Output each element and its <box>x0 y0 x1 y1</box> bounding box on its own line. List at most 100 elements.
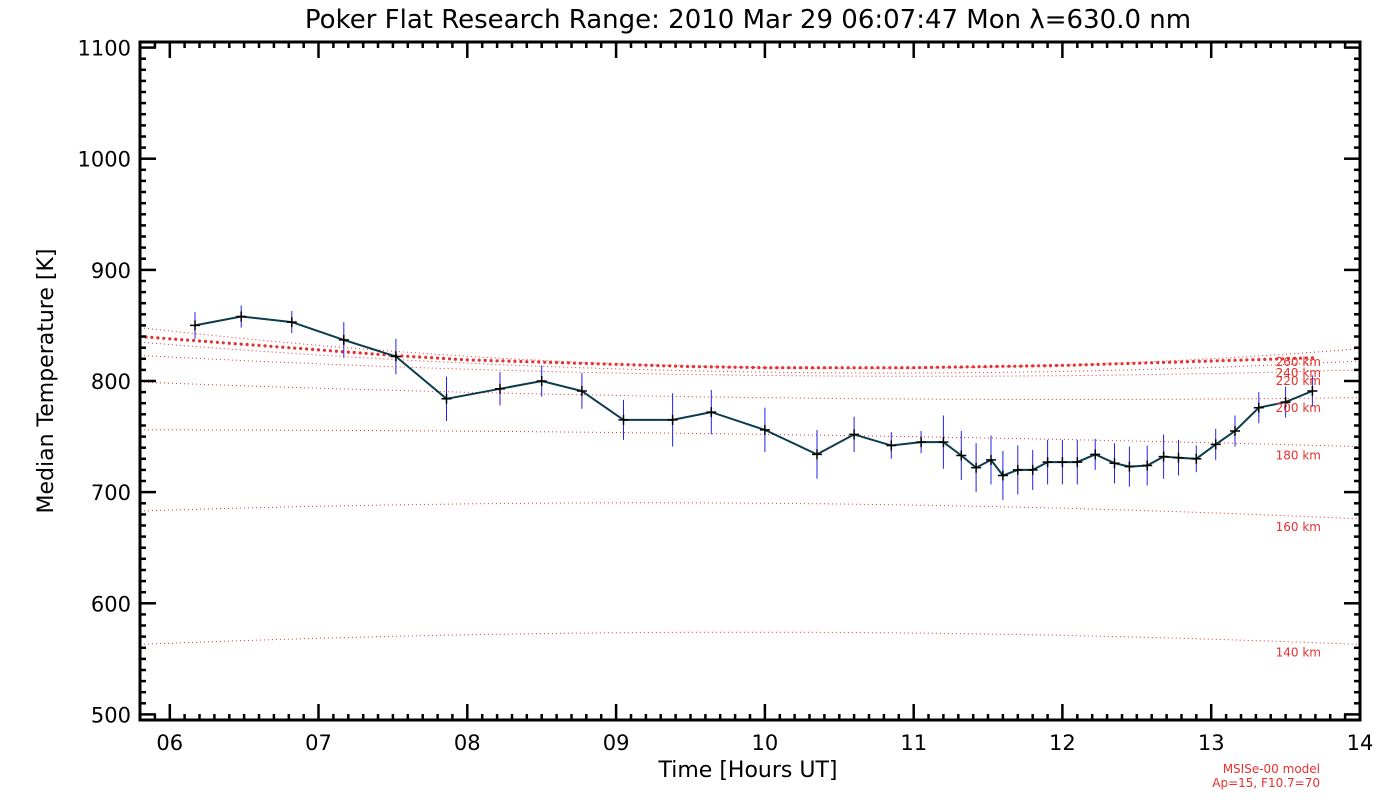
model-curve-label: 160 km <box>1276 520 1321 534</box>
model-main-point <box>674 364 678 368</box>
model-main-point <box>650 363 654 367</box>
model-main-point <box>1227 358 1231 363</box>
model-main-point <box>1031 364 1035 368</box>
model-main-point <box>1054 363 1059 368</box>
model-main-point <box>263 344 267 348</box>
model-main-point <box>537 360 541 364</box>
model-main-point <box>168 337 172 341</box>
model-main-point <box>918 366 922 370</box>
model-main-point <box>1156 361 1160 365</box>
model-main-point <box>1138 361 1142 365</box>
model-main-point <box>281 345 285 349</box>
model-main-point <box>495 359 499 363</box>
model-main-point <box>221 341 225 345</box>
model-main-point <box>555 360 559 365</box>
model-main-point <box>864 366 868 370</box>
model-main-point <box>1037 364 1041 368</box>
model-main-point <box>305 347 309 351</box>
model-main-point <box>1185 360 1189 364</box>
model-main-point <box>1078 363 1082 367</box>
model-main-point <box>924 365 928 370</box>
x-tick-label: 07 <box>305 731 332 755</box>
model-main-point <box>233 342 237 346</box>
model-main-point <box>1025 364 1029 368</box>
model-main-point <box>525 360 529 364</box>
y-tick-label: 1100 <box>78 37 131 61</box>
model-main-point <box>804 366 809 370</box>
model-main-point <box>1298 356 1303 360</box>
model-curve-160km <box>140 502 1360 520</box>
model-main-point <box>697 365 702 369</box>
model-curve-label: 140 km <box>1276 646 1321 660</box>
model-main-point <box>1120 362 1124 366</box>
model-main-point <box>626 363 630 367</box>
model-main-point <box>328 349 332 353</box>
model-main-point <box>441 356 446 361</box>
model-main-point <box>882 366 886 370</box>
model-main-point <box>638 363 642 367</box>
model-main-point <box>1132 361 1136 365</box>
model-main-point <box>644 363 648 367</box>
model-main-point <box>846 366 850 370</box>
model-main-point <box>436 356 440 360</box>
model-main-curve <box>140 334 1314 370</box>
model-main-point <box>1257 358 1261 362</box>
model-main-point <box>668 364 672 368</box>
x-tick-label: 11 <box>900 731 927 755</box>
model-main-point <box>566 361 571 365</box>
model-main-point <box>929 365 934 369</box>
model-main-point <box>162 336 166 340</box>
model-curve-140km <box>140 631 1360 645</box>
model-main-point <box>1144 361 1148 365</box>
model-main-point <box>275 345 279 349</box>
model-main-point <box>751 365 755 370</box>
model-main-point <box>721 365 725 369</box>
model-main-point <box>709 365 713 369</box>
model-main-point <box>1292 356 1297 360</box>
model-main-point <box>358 351 362 355</box>
model-main-point <box>757 366 761 370</box>
model-main-point <box>680 364 684 368</box>
model-main-point <box>209 340 213 344</box>
model-main-point <box>543 360 547 364</box>
model-main-point <box>876 366 880 370</box>
model-main-point <box>727 365 731 369</box>
model-main-point <box>1304 356 1308 360</box>
model-main-point <box>947 365 952 369</box>
model-main-point <box>340 350 344 354</box>
model-main-point <box>1179 360 1184 364</box>
model-main-point <box>578 361 583 365</box>
model-curve-label: 220 km <box>1276 374 1321 388</box>
model-main-point <box>822 366 827 370</box>
model-main-point <box>453 357 457 361</box>
model-main-point <box>590 362 594 366</box>
model-curve-200km <box>140 381 1360 400</box>
model-main-point <box>608 362 612 366</box>
model-main-point <box>257 343 261 347</box>
x-tick-label: 08 <box>454 731 481 755</box>
model-main-point <box>572 361 577 365</box>
model-annotation-line2: Ap=15, F10.7=70 <box>1212 776 1320 790</box>
model-main-point <box>900 366 904 370</box>
model-curve-220km <box>140 354 1360 377</box>
model-main-point <box>239 342 243 346</box>
model-main-point <box>685 364 690 369</box>
model-main-point <box>1114 362 1118 366</box>
model-main-point <box>269 344 273 348</box>
model-main-point <box>483 358 487 362</box>
plot-frame <box>138 40 1362 722</box>
model-main-point <box>1263 357 1267 361</box>
model-main-point <box>197 339 202 343</box>
model-main-point <box>1245 358 1249 362</box>
model-main-point <box>620 362 624 367</box>
model-main-point <box>287 346 291 350</box>
model-main-point <box>418 355 422 359</box>
model-main-point <box>745 365 749 369</box>
model-main-point <box>1275 357 1279 361</box>
model-main-point <box>632 363 636 367</box>
model-main-point <box>447 357 452 361</box>
model-main-point <box>477 358 481 362</box>
model-main-point <box>959 365 963 369</box>
x-tick-label: 06 <box>156 731 183 755</box>
